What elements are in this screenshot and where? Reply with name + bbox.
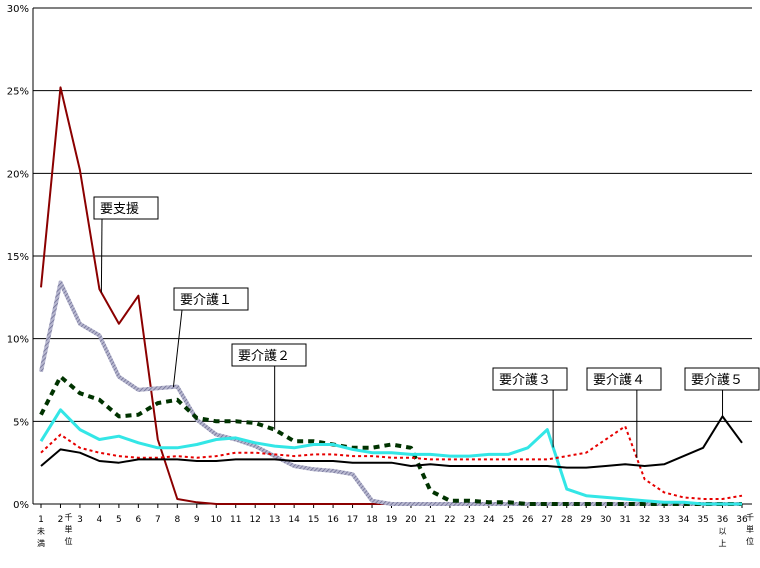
y-tick-label: 5% xyxy=(13,417,29,428)
callout-6: 要介護５ xyxy=(684,367,760,417)
x-tick-sublabel: 千 xyxy=(746,512,754,522)
callout-label: 要介護２ xyxy=(238,348,290,364)
callout-box xyxy=(173,287,249,311)
series-2 xyxy=(39,280,742,506)
x-tick-label: 11 xyxy=(230,515,241,525)
x-tick-label: 1 xyxy=(38,515,44,525)
x-tick-label: 6 xyxy=(135,515,141,525)
x-tick-label: 18 xyxy=(366,515,378,525)
x-tick-sublabel: 上 xyxy=(719,539,727,548)
series-6 xyxy=(40,415,743,469)
x-tick-label: 9 xyxy=(194,515,200,525)
y-tick-label: 10% xyxy=(7,335,29,346)
x-tick-label: 4 xyxy=(97,515,103,525)
x-tick-label: 22 xyxy=(444,515,455,525)
y-tick-label: 15% xyxy=(7,252,29,263)
callout-box xyxy=(684,367,760,391)
x-tick-label: 33 xyxy=(658,515,669,525)
x-tick-label: 15 xyxy=(308,515,319,525)
callout-label: 要介護４ xyxy=(593,372,645,388)
x-tick-sublabel: 単 xyxy=(746,524,754,534)
series-4 xyxy=(39,408,742,506)
callout-box xyxy=(231,343,307,367)
callout-label: 要介護３ xyxy=(499,372,551,388)
callout-label: 要支援 xyxy=(100,202,139,217)
y-tick-label: 0% xyxy=(13,500,29,511)
x-tick-label: 20 xyxy=(405,515,417,525)
x-tick-label: 27 xyxy=(542,515,553,525)
callout-3: 要介護２ xyxy=(231,343,307,430)
x-tick-label: 26 xyxy=(522,515,534,525)
x-tick-label: 34 xyxy=(678,515,690,525)
callout-label: 要介護１ xyxy=(180,292,232,308)
series-5 xyxy=(40,425,743,500)
y-tick-label: 30% xyxy=(7,4,29,15)
x-tick-label: 5 xyxy=(116,515,122,525)
x-tick-label: 12 xyxy=(249,515,260,525)
x-tick-label: 28 xyxy=(561,515,573,525)
x-tick-label: 24 xyxy=(483,515,495,525)
callout-1: 要支援 xyxy=(93,196,159,293)
x-tick-label: 36 xyxy=(717,515,729,525)
x-tick-label: 23 xyxy=(464,515,475,525)
x-tick-label: 36 xyxy=(736,515,748,525)
x-tick-label: 30 xyxy=(600,515,612,525)
x-tick-label: 2 xyxy=(58,515,64,525)
x-tick-label: 29 xyxy=(580,515,592,525)
x-tick-label: 25 xyxy=(503,515,514,525)
y-tick-label: 20% xyxy=(7,169,29,180)
x-tick-sublabel: 位 xyxy=(746,536,754,546)
series-lines xyxy=(39,86,743,506)
x-tick-label: 21 xyxy=(425,515,436,525)
x-tick-label: 8 xyxy=(174,515,180,525)
x-tick-label: 19 xyxy=(386,515,398,525)
series-3 xyxy=(39,374,742,506)
x-tick-sublabel: 以 xyxy=(719,527,727,536)
grid xyxy=(33,7,752,422)
series-line xyxy=(39,280,742,506)
x-tick-label: 32 xyxy=(639,515,650,525)
callout-box xyxy=(586,367,662,391)
callout-5: 要介護４ xyxy=(586,367,662,459)
series-line xyxy=(39,374,742,506)
x-tick-sublabel: 単 xyxy=(64,524,72,534)
y-tick-label: 25% xyxy=(7,87,29,98)
x-tick-label: 3 xyxy=(77,515,83,525)
x-tick-sublabel: 千 xyxy=(64,512,72,522)
callout-leader xyxy=(100,218,103,293)
x-tick-label: 35 xyxy=(697,515,708,525)
callout-label: 要介護５ xyxy=(691,372,743,388)
callout-leader xyxy=(172,309,183,387)
series-line xyxy=(39,408,742,506)
x-tick-label: 16 xyxy=(327,515,339,525)
series-line xyxy=(40,425,743,500)
x-tick-label: 10 xyxy=(211,515,223,525)
callout-4: 要介護３ xyxy=(492,367,568,448)
x-tick-label: 17 xyxy=(347,515,358,525)
x-tick-label: 13 xyxy=(269,515,280,525)
series-line xyxy=(40,415,743,469)
callout-box xyxy=(492,367,568,391)
x-tick-label: 14 xyxy=(288,515,300,525)
x-tick-sublabel: 未 xyxy=(37,526,45,536)
x-tick-label: 7 xyxy=(155,515,161,525)
x-tick-sublabel: 位 xyxy=(64,536,72,546)
x-tick-sublabel: 満 xyxy=(37,539,45,548)
callout-box xyxy=(93,196,159,220)
x-tick-label: 31 xyxy=(619,515,630,525)
callout-2: 要介護１ xyxy=(172,287,249,387)
